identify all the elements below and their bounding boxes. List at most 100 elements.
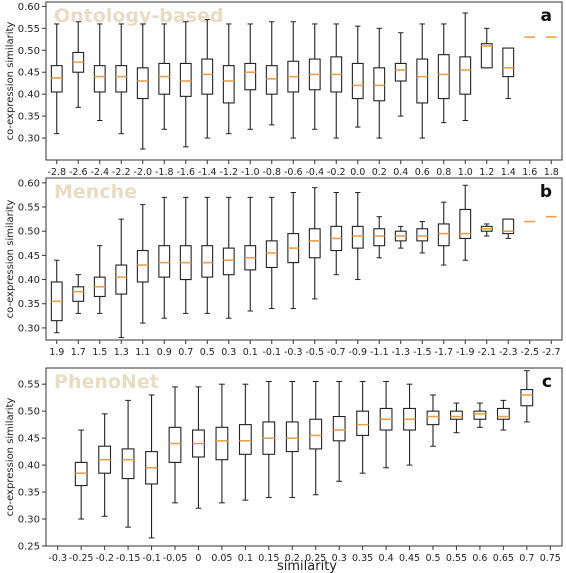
y-tick-label: 0.35 (18, 112, 40, 123)
box-body (416, 58, 429, 104)
box-body (502, 218, 515, 235)
box-body (158, 245, 171, 278)
y-tick-label: 0.35 (18, 299, 40, 310)
panel-letter: c (542, 372, 552, 392)
box-0.8 (437, 23, 450, 124)
box-body (115, 65, 128, 93)
plot-frame (45, 367, 563, 547)
box-0.7 (179, 196, 192, 314)
box--1.1 (373, 216, 386, 259)
box--2.3 (502, 218, 515, 239)
x-tick-label: 1.0 (458, 167, 473, 178)
y-tick-label: 0.30 (18, 515, 40, 526)
x-tick-label: 1.7 (71, 347, 86, 358)
y-tick-label: 0.45 (18, 68, 40, 79)
box--2.8 (50, 23, 63, 135)
y-tick-label: 0.55 (18, 24, 40, 35)
x-tick-label: -1.9 (456, 347, 475, 358)
x-tick-label: 0.35 (352, 553, 373, 564)
x-tick-label: 0.4 (379, 553, 394, 564)
y-tick-label: 0.40 (18, 90, 40, 101)
box-body (373, 228, 386, 247)
box-0.5 (201, 196, 214, 314)
box--1.3 (394, 225, 407, 249)
box-body (136, 249, 149, 283)
x-tick-label: 0.1 (238, 553, 253, 564)
y-tick-label: 0.50 (18, 46, 40, 57)
y-tick-label: 0.60 (18, 2, 40, 13)
x-tick-label: 0.3 (221, 347, 236, 358)
box-body (459, 56, 472, 95)
box-body (215, 426, 229, 461)
box--0.4 (308, 23, 321, 130)
box-0.05 (215, 383, 229, 504)
box--1.8 (158, 23, 171, 130)
y-tick-label: 0.40 (18, 275, 40, 286)
x-tick-label: 0.1 (243, 347, 258, 358)
box--1.2 (222, 23, 235, 135)
box-body (416, 228, 429, 242)
x-tick-label: 0.2 (372, 167, 387, 178)
x-tick-label: -2.6 (69, 167, 88, 178)
box-body (480, 43, 493, 69)
x-tick-label: 0.6 (472, 553, 487, 564)
box-body (373, 67, 386, 102)
panel-phenonet: PhenoNet c co-expression similarity 0.25 0.3… (5, 367, 563, 564)
x-tick-label: -1.6 (176, 167, 195, 178)
box-0.6 (473, 402, 487, 428)
y-axis-label: co-expression similarity (5, 200, 16, 319)
x-tick-label: 1.6 (522, 167, 537, 178)
box-1.0 (459, 12, 472, 121)
x-tick-label: -1.2 (219, 167, 238, 178)
panel-letter: a (541, 6, 552, 26)
x-tick-label: 0.5 (425, 553, 440, 564)
box--1.4 (201, 19, 214, 139)
box-body (93, 65, 106, 93)
box-body (222, 247, 235, 276)
x-tick-label: -0.25 (69, 553, 94, 564)
plot-frame (45, 177, 563, 341)
x-tick-label: 0.75 (540, 553, 561, 564)
box-body (351, 62, 364, 100)
y-tick-label: 0.50 (18, 407, 40, 418)
box--1.7 (437, 201, 450, 266)
x-tick-label: -0.3 (48, 553, 67, 564)
box-1.2 (480, 27, 493, 69)
x-tick-label: -2.7 (542, 347, 561, 358)
panel-title: Menche (54, 181, 137, 203)
box--2.2 (115, 23, 128, 135)
box--2.6 (72, 21, 85, 108)
box--0.5 (308, 187, 321, 300)
x-axis-label: similarity (277, 559, 337, 573)
box-0.45 (403, 383, 416, 466)
x-tick-label: 0.6 (415, 167, 430, 178)
box-body (244, 62, 257, 91)
box-body (285, 421, 299, 453)
x-tick-label: -0.1 (142, 553, 161, 564)
y-axis-label: co-expression similarity (5, 22, 16, 141)
box--0.3 (287, 192, 300, 310)
box-0.2 (373, 27, 386, 139)
y-axis-label: co-expression similarity (5, 398, 16, 517)
panel-title: Ontology-based (54, 5, 223, 27)
x-tick-label: 0.15 (258, 553, 279, 564)
x-tick-label: 0.8 (436, 167, 451, 178)
box--0.7 (330, 192, 343, 276)
box--0.1 (145, 394, 158, 539)
box-body (309, 418, 323, 450)
x-tick-label: -1.7 (434, 347, 453, 358)
x-tick-label: -2.5 (520, 347, 539, 358)
box-body (394, 62, 407, 82)
y-tick-label: 0.25 (18, 542, 40, 553)
box-1.9 (50, 259, 63, 334)
plot-frame (45, 1, 563, 161)
x-tick-label: 0.65 (493, 553, 514, 564)
y-tick-label: 0.60 (18, 178, 40, 189)
box-body (265, 65, 278, 95)
x-tick-label: 0.7 (178, 347, 193, 358)
box-body (265, 240, 278, 269)
box-1.5 (93, 245, 106, 314)
x-tick-label: -1.1 (370, 347, 389, 358)
box-body (72, 286, 85, 302)
x-tick-label: -0.7 (327, 347, 346, 358)
